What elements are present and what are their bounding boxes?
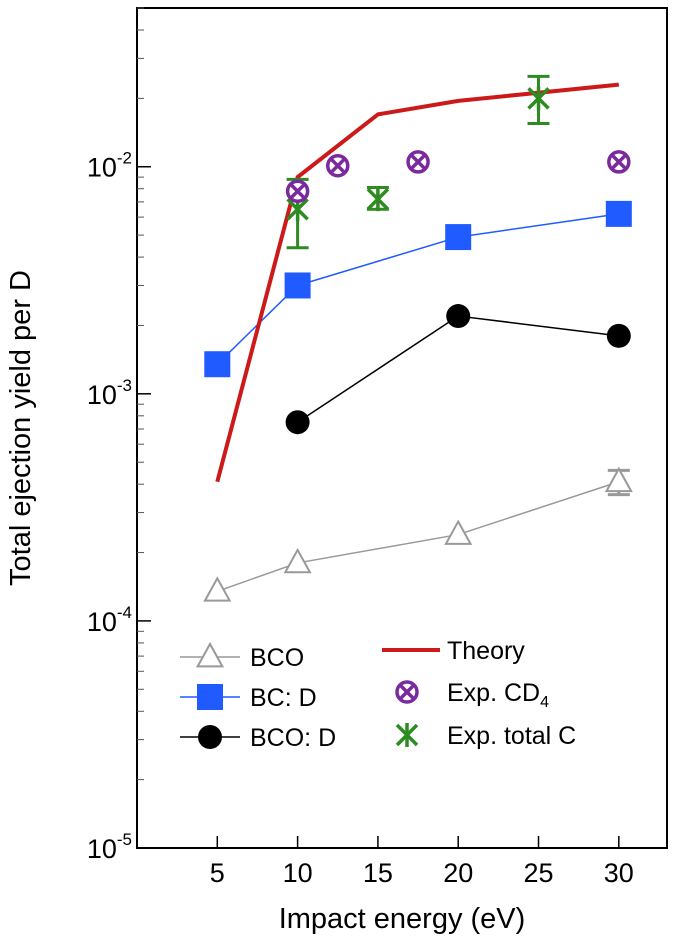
legend-item-theory: Theory xyxy=(382,637,525,665)
x-tick-label: 20 xyxy=(443,858,473,888)
plot-area-border xyxy=(136,7,668,849)
bcd-point xyxy=(204,351,231,378)
legend: BCO BC: D BCO: D Theory Exp. CD4 Exp. total C xyxy=(180,637,576,752)
theory-line xyxy=(215,82,620,483)
legend-bcod-marker xyxy=(198,725,222,749)
bcd-point xyxy=(284,272,311,299)
y-axis-title: Total ejection yield per D xyxy=(5,270,37,586)
legend-theory-label: Theory xyxy=(447,637,525,665)
bcd-line xyxy=(216,213,619,365)
cd4-marker-cross xyxy=(289,182,306,200)
legend-item-bcd: BC: D xyxy=(180,684,317,712)
legend-bcd-marker xyxy=(197,684,223,710)
totalc-point xyxy=(527,86,550,111)
legend-bcd-label: BC: D xyxy=(250,684,317,712)
bco-point xyxy=(203,576,232,602)
bco-point xyxy=(283,547,312,574)
cd4-marker-cross xyxy=(398,683,416,701)
cd4-marker-cross xyxy=(329,157,346,174)
legend-item-bco: BCO xyxy=(180,641,304,672)
legend-item-cd4: Exp. CD4 xyxy=(395,679,549,711)
bcd-point xyxy=(445,224,472,251)
legend-item-totalc: Exp. total C xyxy=(395,722,576,750)
legend-bco-label: BCO xyxy=(250,644,304,672)
legend-totalc-label: Exp. total C xyxy=(447,722,576,750)
legend-bcod-label: BCO: D xyxy=(250,724,336,752)
x-tick-label: 10 xyxy=(283,858,313,888)
bcod-line xyxy=(297,315,619,423)
bco-point xyxy=(604,466,633,493)
legend-cd4-marker xyxy=(395,680,419,704)
cd4-point xyxy=(285,179,310,203)
x-tick-label: 5 xyxy=(210,858,225,888)
x-axis-title: Impact energy (eV) xyxy=(279,903,526,935)
totalc-point xyxy=(366,187,390,212)
legend-item-bcod: BCO: D xyxy=(180,724,336,752)
axis-ticks: 5 10 15 20 25 30 10-5 10-4 10-3 10-2 xyxy=(87,7,634,888)
plot-frame xyxy=(136,7,668,849)
y-tick-label: 10-5 xyxy=(87,830,132,864)
legend-bco-marker xyxy=(195,641,225,668)
y-tick-label: 10-3 xyxy=(87,376,132,410)
y-tick-label: 10-2 xyxy=(87,149,132,183)
legend-totalc-marker xyxy=(395,723,419,747)
cd4-marker-cross xyxy=(610,153,628,171)
bcod-point xyxy=(606,323,631,348)
bco-line xyxy=(217,481,620,593)
bco-point xyxy=(444,519,473,545)
bcod-point xyxy=(285,410,310,435)
cd4-marker-cross xyxy=(409,153,427,171)
plot-series xyxy=(203,74,633,602)
bcd-point xyxy=(605,200,632,227)
y-tick-label: 10-4 xyxy=(87,603,132,637)
legend-cd4-label: Exp. CD4 xyxy=(447,679,549,711)
cd4-point xyxy=(607,150,631,174)
x-tick-label: 15 xyxy=(363,858,393,888)
bcod-point xyxy=(446,304,471,329)
cd4-point xyxy=(406,150,430,174)
x-tick-label: 25 xyxy=(523,858,553,888)
cd4-point xyxy=(326,153,350,178)
x-tick-label: 30 xyxy=(604,858,634,888)
